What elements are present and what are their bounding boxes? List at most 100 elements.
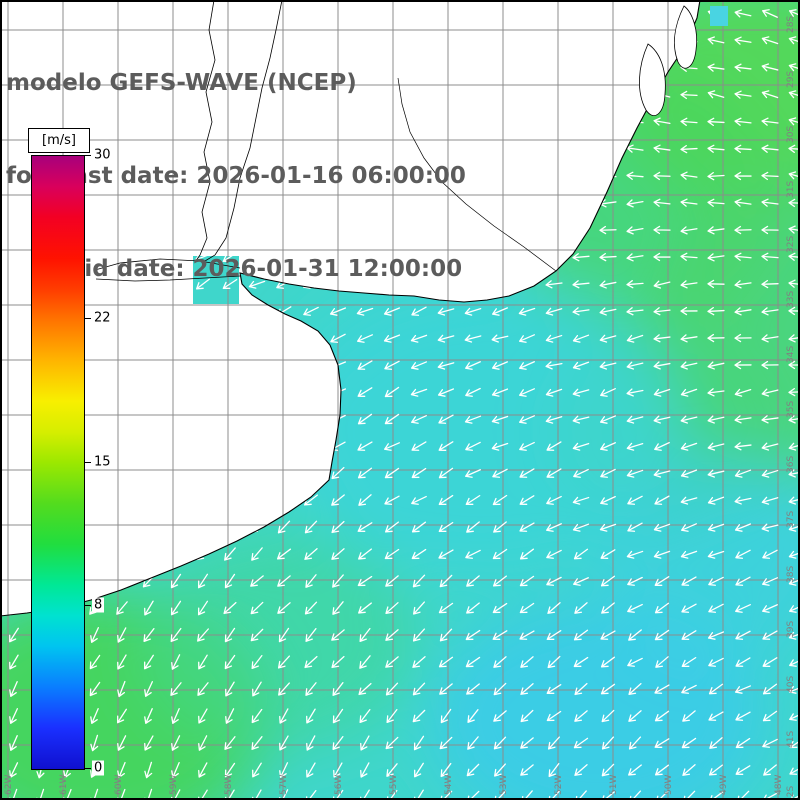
lon-label: 49W bbox=[719, 775, 729, 795]
wave-direction-arrow bbox=[359, 655, 371, 669]
lat-label: 28S bbox=[786, 16, 796, 33]
wave-direction-arrow bbox=[279, 735, 289, 751]
wave-direction-arrow bbox=[546, 684, 562, 694]
wave-direction-arrow bbox=[169, 466, 183, 480]
wave-direction-arrow bbox=[491, 118, 509, 127]
wave-direction-arrow bbox=[302, 334, 320, 343]
wave-direction-arrow bbox=[331, 466, 345, 480]
wave-direction-arrow bbox=[278, 627, 290, 643]
wave-direction-arrow bbox=[653, 334, 671, 343]
wave-direction-arrow bbox=[170, 627, 182, 643]
wave-direction-arrow bbox=[279, 762, 289, 778]
lon-label: 56W bbox=[334, 775, 344, 795]
wave-direction-arrow bbox=[734, 523, 752, 532]
wave-direction-arrow bbox=[707, 442, 725, 451]
wave-direction-arrow bbox=[707, 90, 725, 99]
wave-direction-arrow bbox=[654, 738, 670, 748]
wave-direction-arrow bbox=[329, 307, 347, 316]
wave-direction-arrow bbox=[572, 91, 590, 100]
wave-direction-arrow bbox=[385, 736, 399, 750]
wave-direction-arrow bbox=[601, 709, 615, 723]
wave-direction-arrow bbox=[573, 468, 589, 478]
wave-direction-arrow bbox=[117, 627, 127, 643]
wave-direction-arrow bbox=[626, 280, 644, 289]
wave-direction-arrow bbox=[761, 523, 779, 532]
wave-direction-arrow bbox=[654, 441, 670, 451]
wave-direction-arrow bbox=[572, 172, 590, 181]
wave-direction-arrow bbox=[654, 576, 670, 586]
wave-direction-arrow bbox=[735, 549, 751, 559]
wave-direction-arrow bbox=[491, 253, 509, 262]
wave-direction-arrow bbox=[303, 413, 319, 425]
wave-direction-arrow bbox=[465, 494, 481, 506]
wave-direction-arrow bbox=[707, 469, 725, 478]
wave-direction-arrow bbox=[600, 630, 616, 640]
wave-direction-arrow bbox=[707, 550, 725, 559]
wave-direction-arrow bbox=[680, 469, 698, 478]
wave-direction-arrow bbox=[440, 762, 452, 778]
lat-label: 33S bbox=[786, 291, 796, 308]
wave-direction-arrow bbox=[465, 469, 481, 478]
wave-direction-arrow bbox=[330, 333, 346, 343]
wave-direction-arrow bbox=[682, 764, 696, 776]
wave-direction-arrow bbox=[788, 496, 800, 505]
wave-direction-arrow bbox=[331, 629, 345, 641]
wave-direction-arrow bbox=[788, 225, 800, 234]
wave-direction-arrow bbox=[707, 63, 725, 72]
wave-direction-arrow bbox=[734, 171, 752, 181]
wave-direction-arrow bbox=[438, 656, 454, 668]
wave-direction-arrow bbox=[519, 522, 535, 532]
wave-direction-arrow bbox=[545, 225, 563, 235]
wave-direction-arrow bbox=[195, 278, 211, 290]
wave-direction-arrow bbox=[304, 520, 318, 534]
wave-direction-arrow bbox=[225, 708, 235, 724]
wave-direction-arrow bbox=[788, 252, 800, 261]
wave-direction-arrow bbox=[277, 467, 291, 479]
wave-direction-arrow bbox=[707, 523, 725, 532]
wave-direction-arrow bbox=[332, 708, 344, 724]
wave-direction-arrow bbox=[573, 629, 589, 641]
wave-direction-arrow bbox=[599, 118, 617, 127]
wave-direction-arrow bbox=[89, 654, 101, 670]
wave-direction-arrow bbox=[438, 549, 454, 559]
wave-direction-arrow bbox=[117, 654, 127, 670]
river-parana bbox=[194, 0, 216, 263]
wave-direction-arrow bbox=[169, 358, 183, 372]
wave-direction-arrow bbox=[653, 117, 671, 126]
wave-direction-arrow bbox=[413, 601, 425, 615]
wave-direction-arrow bbox=[89, 681, 101, 697]
wave-direction-arrow bbox=[761, 469, 779, 478]
wave-direction-arrow bbox=[412, 628, 426, 642]
wave-direction-arrow bbox=[224, 573, 236, 589]
wave-direction-arrow bbox=[464, 226, 482, 235]
wave-direction-arrow bbox=[493, 710, 507, 722]
wave-direction-arrow bbox=[707, 144, 725, 153]
wave-direction-arrow bbox=[491, 199, 509, 208]
grid-labels: 62W 61W 60W 59W 58W 57W 56W 55W 54W 53W 52W 51W 50W 4… bbox=[4, 16, 796, 800]
wave-direction-arrow bbox=[546, 468, 562, 478]
wave-direction-arrow bbox=[494, 763, 506, 777]
wave-direction-arrow bbox=[464, 253, 482, 262]
colorbar-tick-mark bbox=[85, 461, 91, 463]
wave-direction-arrow bbox=[492, 630, 508, 640]
wave-direction-arrow bbox=[707, 253, 725, 262]
wave-direction-arrow bbox=[762, 683, 778, 695]
wave-direction-arrow bbox=[358, 602, 372, 614]
wave-direction-arrow bbox=[734, 225, 752, 235]
wave-direction-arrow bbox=[464, 307, 482, 316]
wave-direction-arrow bbox=[171, 761, 180, 779]
wave-direction-arrow bbox=[628, 629, 642, 641]
wave-direction-arrow bbox=[277, 602, 291, 614]
colorbar-tick-label: 8 bbox=[92, 597, 105, 613]
wave-direction-arrow bbox=[518, 171, 536, 181]
wave-direction-arrow bbox=[680, 171, 698, 180]
wave-direction-arrow bbox=[518, 63, 536, 73]
wave-direction-arrow bbox=[681, 576, 697, 586]
wave-direction-arrow bbox=[144, 654, 154, 670]
wave-direction-arrow bbox=[680, 550, 698, 559]
lon-label: 50W bbox=[664, 775, 674, 795]
wave-direction-arrow bbox=[464, 37, 482, 46]
wave-direction-arrow bbox=[438, 414, 454, 424]
wave-direction-arrow bbox=[626, 253, 644, 262]
